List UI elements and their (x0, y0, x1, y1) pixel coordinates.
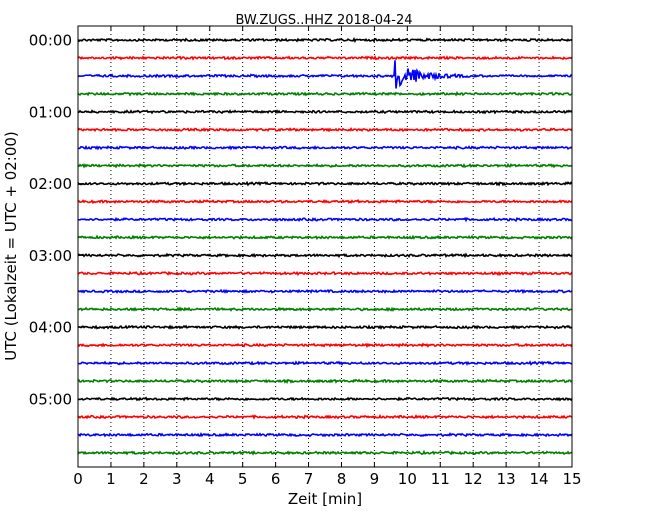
x-tick-label: 0 (73, 470, 83, 488)
x-tick-label: 7 (304, 470, 314, 488)
trace-line (78, 254, 572, 256)
y-tick-label: 00:00 (29, 32, 72, 50)
trace-line (78, 326, 572, 328)
y-tick-label: 03:00 (29, 247, 72, 265)
y-tick-label: 02:00 (29, 175, 72, 193)
trace-group (78, 39, 572, 454)
trace-line (78, 416, 572, 419)
trace-line (78, 129, 572, 131)
x-tick-label: 11 (431, 470, 450, 488)
trace-line (78, 236, 572, 238)
x-tick-label: 15 (562, 470, 581, 488)
trace-line (78, 93, 572, 95)
x-tick-label: 1 (106, 470, 116, 488)
x-tick-label: 10 (398, 470, 417, 488)
y-tick-label: 01:00 (29, 103, 72, 121)
trace-line (78, 272, 572, 274)
x-tick-label: 4 (205, 470, 215, 488)
x-tick-label: 2 (139, 470, 149, 488)
trace-line (78, 308, 572, 310)
x-tick-label: 8 (337, 470, 347, 488)
trace-line (78, 398, 572, 400)
x-tick-label: 13 (497, 470, 516, 488)
plot-frame (78, 26, 572, 467)
x-tick-label: 5 (238, 470, 248, 488)
x-tick-label: 12 (464, 470, 483, 488)
trace-line (78, 362, 572, 364)
trace-line (78, 200, 572, 202)
x-tick-label: 3 (172, 470, 182, 488)
trace-line (78, 218, 572, 221)
trace-line (78, 146, 572, 148)
trace-line (78, 164, 572, 166)
trace-line (78, 452, 572, 454)
trace-line (78, 344, 572, 346)
y-tick-label: 04:00 (29, 319, 72, 337)
x-tick-label: 9 (370, 470, 380, 488)
trace-line (78, 290, 572, 292)
trace-line (78, 434, 572, 436)
trace-line (78, 182, 572, 185)
x-axis-label: Zeit [min] (288, 490, 362, 508)
x-tick-label: 14 (530, 470, 549, 488)
x-tick-label: 6 (271, 470, 281, 488)
y-tick-label: 05:00 (29, 391, 72, 409)
y-axis-label: UTC (Lokalzeit = UTC + 02:00) (2, 131, 20, 361)
trace-line (78, 380, 572, 383)
trace-line (78, 57, 572, 59)
trace-line (78, 60, 572, 88)
trace-line (78, 111, 572, 113)
trace-line (78, 39, 572, 41)
